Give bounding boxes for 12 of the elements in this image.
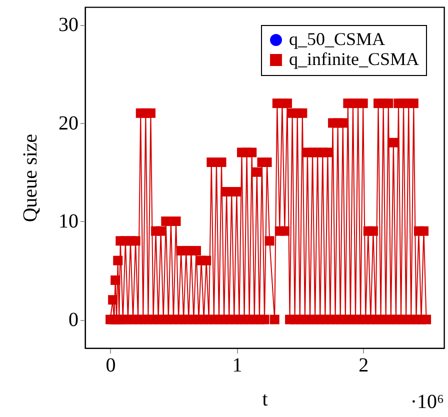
y-tick-label: 10 [58, 210, 78, 233]
y-axis-title: Queue size [20, 134, 42, 222]
x-axis-title: t [262, 388, 268, 410]
x-tick-label: 0 [106, 354, 116, 376]
y-tick-label: 20 [58, 112, 78, 134]
text: ·10⁶ [410, 391, 444, 413]
legend-label: q_50_CSMA [289, 29, 386, 49]
legend-label: q_infinite_CSMA [289, 49, 420, 69]
x-tick-label: 1 [232, 354, 242, 376]
y-tick-label: 30 [58, 14, 78, 36]
y-tick-label: 0 [68, 309, 78, 331]
x-tick-label: 2 [358, 354, 369, 376]
